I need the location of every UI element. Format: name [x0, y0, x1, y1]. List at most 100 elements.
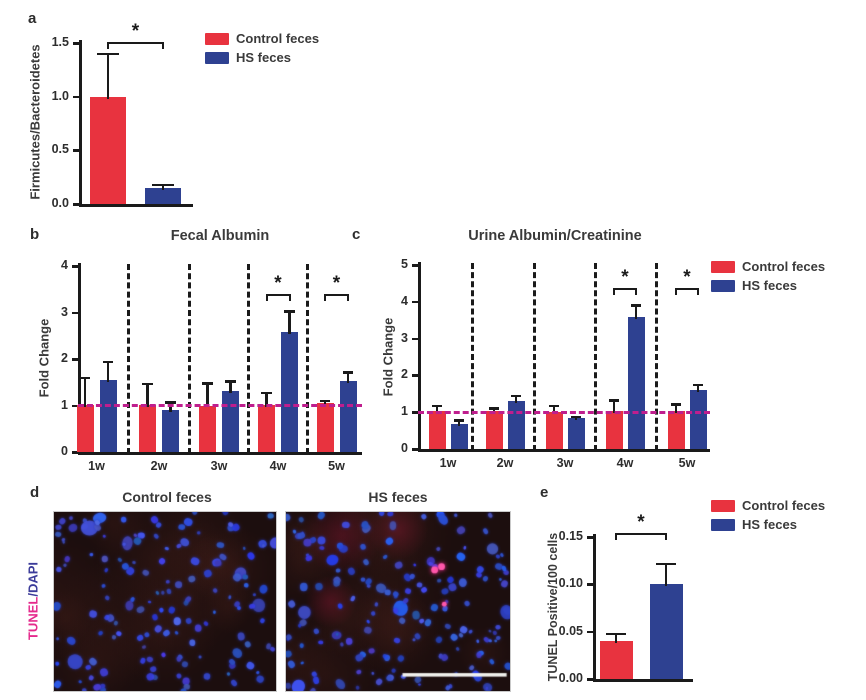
error-bar-cap [342, 371, 354, 374]
error-bar-stem [323, 400, 327, 406]
micro-title-hs: HS feces [368, 489, 428, 505]
error-bar-cap [102, 360, 114, 364]
error-bar-cap [453, 419, 465, 422]
group-separator-dashed-line [532, 263, 536, 451]
legend-row-hs_blue: HS feces [205, 50, 319, 65]
error-bar-stem [146, 383, 149, 407]
y-tick-label: 2 [61, 351, 68, 365]
y-tick-label: 0.15 [558, 529, 583, 543]
y-tick-label: 3 [61, 304, 68, 319]
y-tick-label: 0.10 [558, 576, 583, 591]
legend-swatch-control_red [205, 32, 229, 45]
legend-row-control_red: Control feces [205, 31, 319, 46]
y-tick-label: 4 [401, 293, 408, 308]
error-bar-stem [696, 384, 700, 393]
panel-letter-e: e [540, 484, 549, 501]
y-tick [412, 337, 419, 341]
group-separator-dashed-line [654, 263, 658, 451]
bar-hs_blue-1w [99, 380, 117, 452]
legend-label: Control feces [236, 31, 320, 46]
error-bar-cap [630, 304, 642, 307]
group-separator-dashed-line [306, 264, 309, 454]
error-bar-stem [265, 392, 268, 407]
chart-title-urine-albumin: Urine Albumin/Creatinine [468, 228, 642, 244]
y-tick-label: 0 [61, 444, 68, 458]
error-bar-cap [97, 52, 119, 56]
error-bar-cap [165, 401, 176, 404]
significance-bracket [675, 288, 699, 295]
group-separator-dashed-line [593, 263, 597, 451]
panel-letter-c: c [352, 226, 361, 243]
x-tick-label: 1w [88, 459, 105, 473]
error-bar-cap [510, 394, 522, 398]
error-bar-stem [612, 400, 616, 414]
y-tick-label: 0 [401, 441, 408, 455]
legend-row-hs_blue: HS feces [711, 517, 825, 532]
y-tick [72, 311, 79, 314]
reference-dashed-line [418, 410, 710, 414]
y-axis [79, 40, 82, 207]
y-tick [72, 451, 79, 454]
legend-row-control_red: Control feces [711, 259, 825, 274]
y-tick-label: 0.0 [51, 196, 69, 210]
error-bar-stem [435, 405, 439, 414]
error-bar-cap [570, 415, 582, 419]
significance-asterisk: * [131, 21, 140, 42]
y-tick [587, 630, 594, 634]
bar-hs_blue-2w [507, 401, 525, 449]
y-tick-label: 4 [61, 258, 68, 272]
significance-asterisk: * [683, 267, 691, 288]
error-bar-stem [552, 405, 556, 415]
significance-bracket [265, 294, 291, 301]
y-tick [72, 404, 79, 407]
bar-control_red-Control feces [599, 641, 633, 679]
bar-hs_blue-4w [627, 316, 645, 449]
bar-chart-fecal-albumin: 0 1 2 3 4 * * 1w 2w 3w 4w 5w [61, 258, 362, 473]
error-bar-stem [664, 563, 668, 587]
error-bar-cap [488, 407, 500, 410]
reference-dashed-line [78, 404, 362, 407]
panel-letter-d: d [30, 484, 40, 501]
error-bar-stem [674, 404, 678, 414]
bar-control_red-4w [258, 404, 275, 452]
bar-control_red-3w [545, 412, 563, 449]
bar-chart-urine-albumin-creatinine: 0 1 2 3 4 5 * * 1w 2w 3w 4w 5w [401, 257, 710, 470]
y-tick [72, 265, 79, 268]
error-bar-cap [431, 404, 443, 408]
legend-label: Control feces [742, 259, 826, 274]
bar-control_red-5w [667, 411, 685, 449]
group-separator-dashed-line [187, 264, 191, 454]
chart-title-fecal-albumin: Fecal Albumin [170, 228, 270, 244]
dapi-stain-label: /DAPI [25, 561, 41, 597]
y-tick-label: 1.0 [51, 88, 69, 103]
significance-bracket [107, 42, 164, 49]
x-tick-label: 2w [496, 456, 514, 470]
legend-label: Control feces [742, 498, 826, 513]
legend-swatch-hs_blue [711, 279, 735, 292]
y-tick [73, 203, 80, 206]
significance-bracket [324, 294, 349, 301]
legend-panel-c: Control feces HS feces [711, 259, 825, 297]
significance-bracket [613, 288, 637, 295]
error-bar-cap [606, 632, 626, 636]
error-bar-stem [346, 372, 350, 384]
bar-hs_blue-4w [281, 332, 298, 452]
error-bar-cap [202, 382, 213, 385]
error-bar-cap [670, 403, 682, 406]
bar-control_red-2w [485, 411, 503, 449]
bar-hs_blue-5w [689, 390, 707, 449]
legend-label: HS feces [236, 50, 291, 65]
y-tick [72, 358, 79, 361]
legend-swatch-hs_blue [205, 51, 229, 64]
y-tick-label: 2 [401, 367, 408, 382]
y-tick-label: 0.5 [51, 142, 69, 157]
error-bar-stem [614, 633, 618, 644]
y-tick-label: 3 [401, 330, 408, 345]
error-bar-cap [152, 183, 174, 187]
y-tick-label: 0.05 [558, 623, 583, 638]
bar-hs_blue-1w [450, 423, 468, 449]
error-bar-stem [106, 361, 110, 383]
y-tick-label: 5 [401, 257, 408, 271]
stain-row-label: TUNEL/DAPI [26, 562, 41, 640]
